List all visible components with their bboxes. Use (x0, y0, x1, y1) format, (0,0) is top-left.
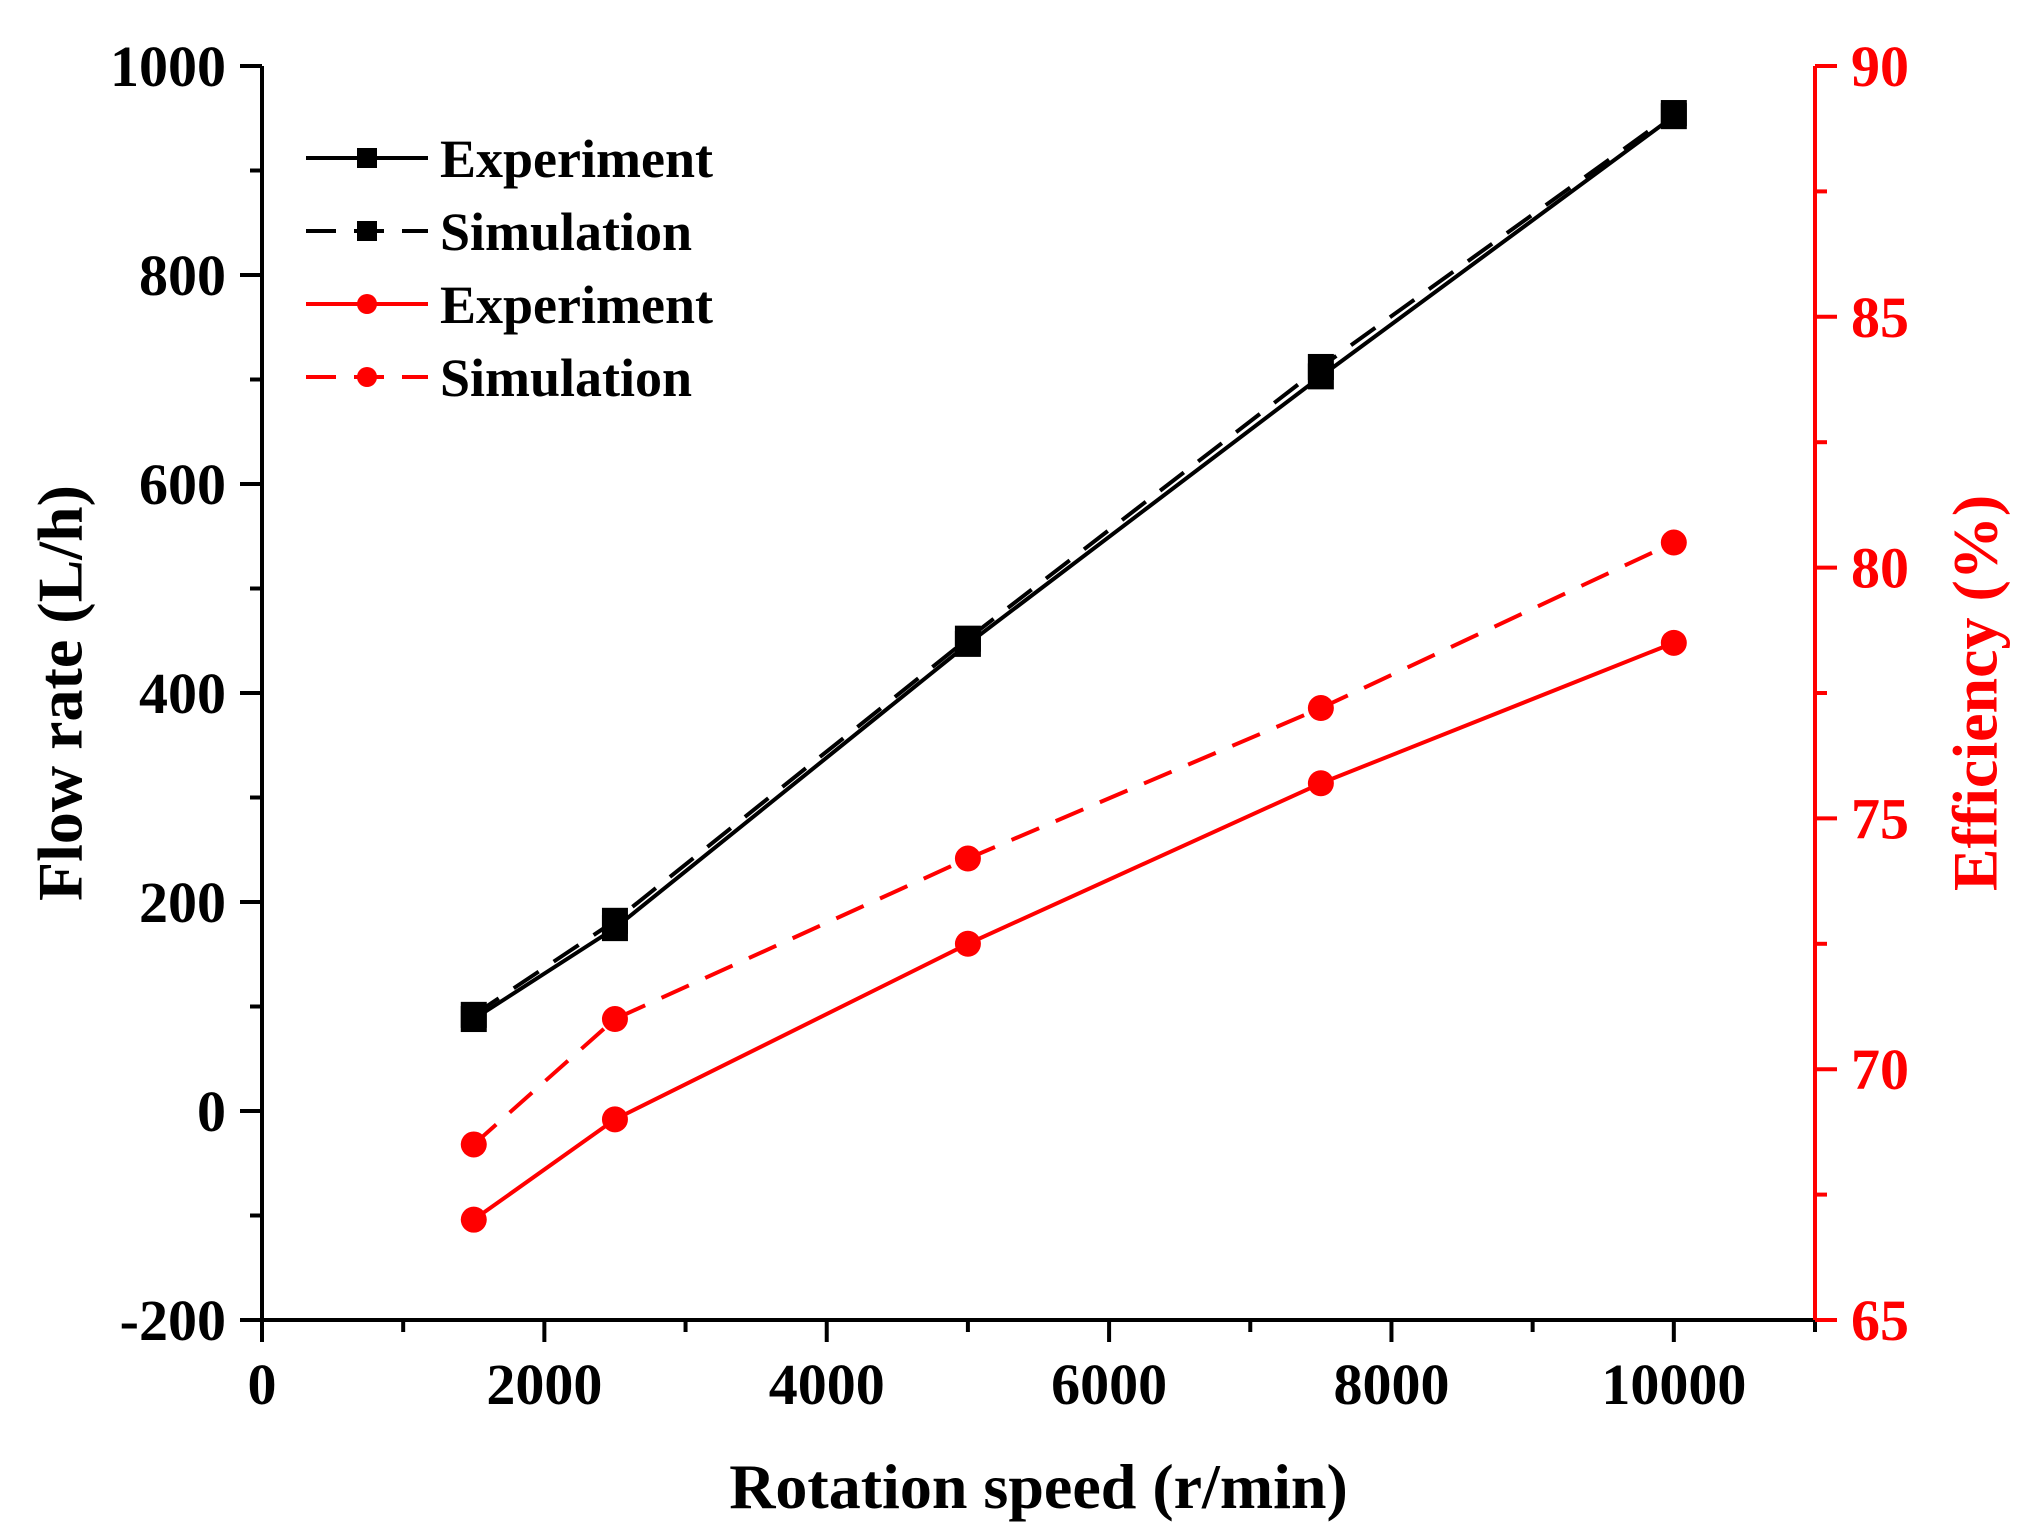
x-tick-label: 8000 (1333, 1352, 1449, 1417)
series-3-point (460, 1131, 487, 1158)
axes: 0 2000 4000 6000 8000 10000 -200 0 200 400 600 800 1… (110, 34, 1909, 1417)
series-layer (460, 100, 1687, 1233)
legend-label-0: Experiment (440, 129, 713, 189)
legend-marker-2 (357, 294, 377, 314)
legend-marker-1 (357, 221, 377, 241)
x-tick-label: 6000 (1051, 1352, 1167, 1417)
series-2-point (601, 1106, 628, 1133)
x-tick-label: 2000 (486, 1352, 602, 1417)
x-tick-label: 0 (248, 1352, 277, 1417)
legend-label-2: Experiment (440, 275, 713, 335)
series-line-1 (472, 111, 1675, 1017)
series-3-point (954, 845, 981, 872)
series-2-point (460, 1206, 487, 1233)
y-left-tick-label: 600 (139, 452, 226, 517)
x-tick-label: 10000 (1601, 1352, 1746, 1417)
y-left-tick-label: 200 (139, 870, 226, 935)
series-1-point (954, 625, 981, 652)
y-right-tick-label: 85 (1851, 285, 1909, 350)
series-2-point (1307, 770, 1334, 797)
series-2-point (954, 930, 981, 957)
y-left-tick-label: 800 (139, 243, 226, 308)
series-2-point (1660, 629, 1687, 656)
series-3-point (601, 1006, 628, 1033)
y-left-tick-label: 400 (139, 661, 226, 726)
series-1-point (460, 1001, 487, 1028)
y-left-tick-label: -200 (120, 1288, 226, 1353)
x-axis-title: Rotation speed (r/min) (729, 1451, 1348, 1522)
x-tick-label: 4000 (769, 1352, 885, 1417)
series-1-point (601, 907, 628, 934)
legend-marker-0 (357, 148, 377, 168)
series-3-point (1307, 695, 1334, 722)
y-left-tick-label: 0 (197, 1079, 226, 1144)
legend-label-1: Simulation (440, 202, 692, 262)
y-right-tick-label: 70 (1851, 1037, 1909, 1102)
y-right-tick-label: 65 (1851, 1288, 1909, 1353)
series-1-point (1307, 353, 1334, 380)
series-1-point (1660, 100, 1687, 127)
y-left-axis-title: Flow rate (L/h) (25, 485, 96, 901)
y-right-tick-label: 75 (1851, 786, 1909, 851)
legend-label-3: Simulation (440, 348, 692, 408)
y-right-tick-label: 90 (1851, 34, 1909, 99)
y-right-axis-title: Efficiency (%) (1940, 495, 2011, 891)
series-line-3 (472, 540, 1675, 1146)
y-right-tick-label: 80 (1851, 536, 1909, 601)
y-left-tick-label: 1000 (110, 34, 226, 99)
series-line-2 (472, 640, 1675, 1222)
legend: Experiment Simulation Experiment Simulation (306, 129, 713, 408)
legend-marker-3 (357, 367, 377, 387)
series-3-point (1660, 529, 1687, 556)
